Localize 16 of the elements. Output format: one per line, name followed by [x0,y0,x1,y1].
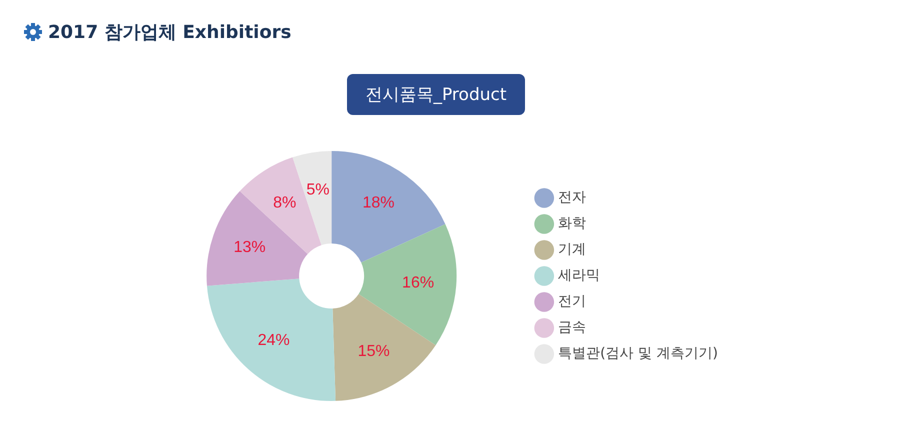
chart-title: 2017 참가업체 Exhibitiors [48,21,292,44]
legend-label: 전자 [558,190,586,206]
data-label: 5% [306,182,330,199]
legend-label: 특별관(검사 및 계측기기) [558,346,718,362]
legend-label: 전기 [558,294,586,310]
data-label: 15% [358,343,390,360]
data-label: 8% [273,194,296,212]
legend-label: 금속 [558,320,586,336]
data-label: 13% [234,239,266,256]
legend-label: 기계 [558,242,586,258]
data-label: 18% [362,194,395,212]
chart-subtitle: 전시품목_Product [347,74,525,115]
data-label: 24% [258,332,290,350]
legend-label: 세라믹 [558,268,600,284]
data-label: 16% [402,274,434,292]
legend-label: 화학 [558,216,586,232]
